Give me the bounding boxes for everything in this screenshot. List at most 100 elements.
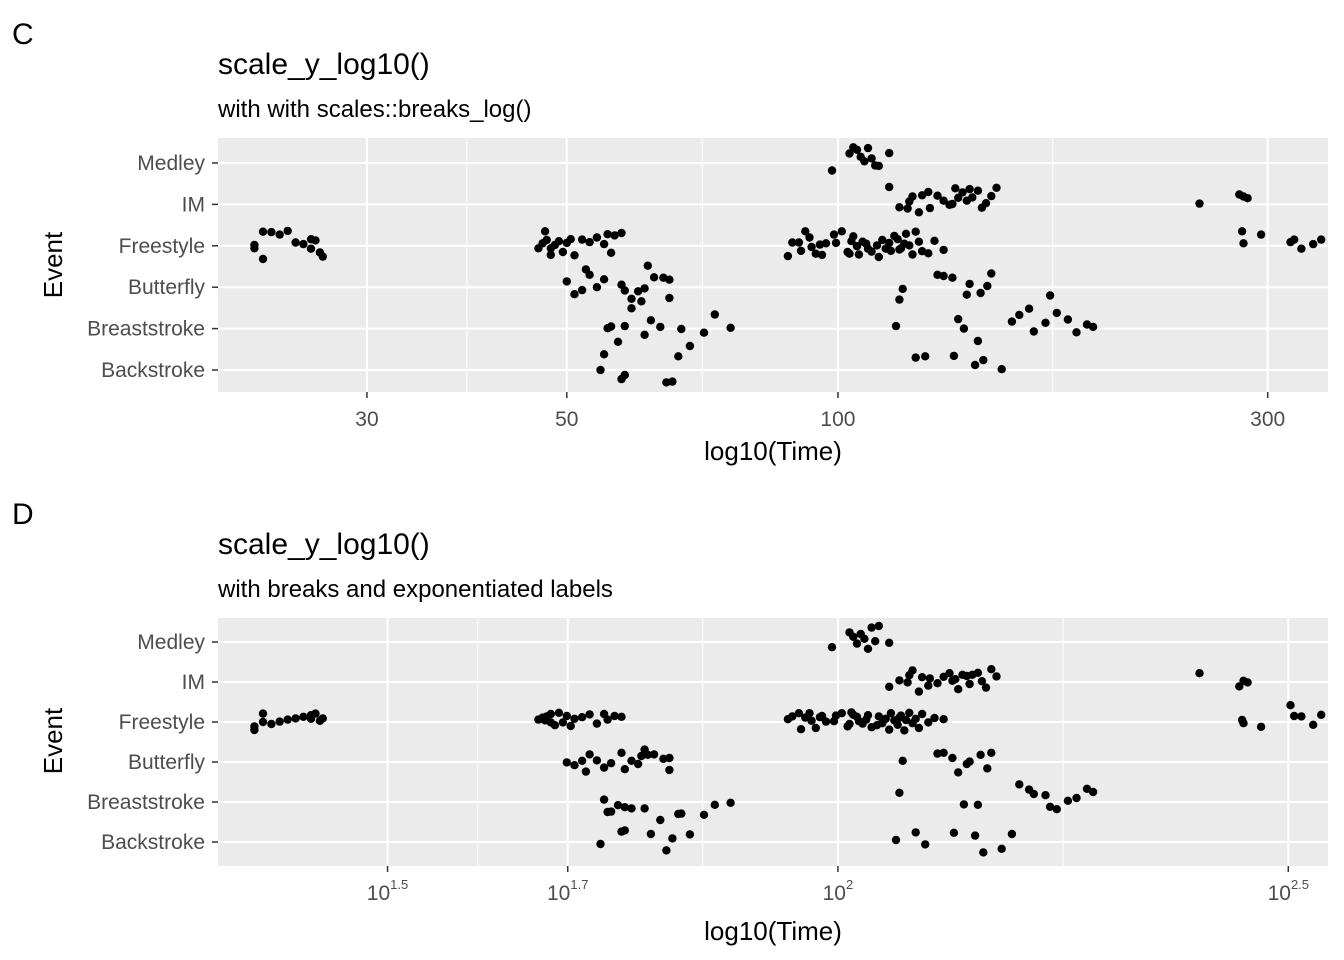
data-point xyxy=(987,748,996,757)
data-point xyxy=(566,235,575,244)
data-point xyxy=(1088,322,1098,332)
data-point xyxy=(646,829,656,839)
data-point xyxy=(821,239,831,248)
data-point xyxy=(643,261,652,270)
data-point xyxy=(291,238,300,247)
data-point xyxy=(863,711,873,720)
data-point xyxy=(924,249,933,258)
data-point xyxy=(1290,711,1299,721)
data-point xyxy=(674,352,683,361)
data-point xyxy=(898,284,907,294)
data-point xyxy=(968,193,977,202)
data-point xyxy=(965,679,974,689)
data-point xyxy=(817,250,827,260)
data-point xyxy=(291,714,300,723)
data-point xyxy=(951,675,960,684)
data-point xyxy=(685,830,695,839)
data-point xyxy=(665,765,674,775)
y-tick-label: Medley xyxy=(137,152,205,175)
data-point xyxy=(1309,720,1318,729)
data-point xyxy=(699,810,709,819)
data-point xyxy=(895,295,904,304)
data-point xyxy=(885,182,894,192)
data-point xyxy=(939,715,948,724)
data-point xyxy=(318,714,327,723)
data-point xyxy=(318,252,327,261)
data-point xyxy=(901,715,911,725)
data-point xyxy=(794,238,804,247)
data-point xyxy=(1317,235,1326,244)
data-point xyxy=(275,230,284,239)
data-point xyxy=(845,149,854,158)
data-point xyxy=(852,639,862,648)
data-point xyxy=(886,246,896,255)
data-point xyxy=(540,227,550,236)
data-point xyxy=(596,365,605,375)
data-point xyxy=(997,365,1006,374)
major-gridlines xyxy=(218,138,1328,392)
data-point xyxy=(649,273,659,282)
data-point xyxy=(911,227,920,236)
data-point xyxy=(1239,239,1248,248)
data-point xyxy=(617,228,626,238)
y-tick-label: Butterfly xyxy=(128,276,206,299)
data-point xyxy=(1195,199,1204,208)
data-point xyxy=(867,623,876,632)
data-point xyxy=(1243,678,1252,687)
data-point xyxy=(965,757,974,766)
data-point xyxy=(805,709,814,718)
data-point xyxy=(900,726,909,735)
data-point xyxy=(872,241,882,250)
x-tick-label: 50 xyxy=(555,408,578,431)
panel-c: C scale_y_log10() with with scales::brea… xyxy=(12,18,1328,466)
major-gridlines xyxy=(218,618,1328,866)
data-point xyxy=(893,720,902,729)
chart-title: scale_y_log10() xyxy=(218,48,430,81)
data-point xyxy=(885,148,894,158)
data-point xyxy=(852,145,862,154)
data-point xyxy=(640,330,649,339)
data-point xyxy=(921,352,930,361)
data-point xyxy=(643,750,652,759)
data-point xyxy=(606,759,616,768)
data-point xyxy=(620,286,629,295)
data-point xyxy=(610,711,619,721)
data-point xyxy=(599,763,609,772)
data-point xyxy=(893,235,902,244)
data-point xyxy=(627,756,636,765)
data-point xyxy=(599,795,609,804)
data-point xyxy=(885,725,894,734)
data-point xyxy=(606,248,616,257)
data-point xyxy=(613,801,623,810)
data-point xyxy=(596,839,605,849)
data-point xyxy=(973,800,983,809)
data-point xyxy=(895,788,904,797)
data-point xyxy=(620,370,629,380)
data-point xyxy=(617,712,626,721)
data-point xyxy=(1045,802,1055,811)
data-point xyxy=(951,184,960,193)
data-point xyxy=(627,294,636,303)
data-point xyxy=(827,643,837,652)
data-point xyxy=(267,719,276,729)
data-point xyxy=(637,297,646,306)
data-point xyxy=(577,285,587,295)
data-point xyxy=(905,708,914,717)
data-point xyxy=(699,328,709,337)
data-point xyxy=(554,708,564,717)
data-point xyxy=(874,252,883,262)
data-point xyxy=(987,665,996,674)
data-point xyxy=(933,749,942,758)
data-point xyxy=(603,230,612,239)
x-tick-label: 30 xyxy=(355,408,378,431)
data-point xyxy=(783,251,793,261)
data-point xyxy=(911,714,920,723)
data-point xyxy=(570,251,579,260)
data-point xyxy=(970,360,980,370)
data-point xyxy=(566,721,575,731)
data-point xyxy=(258,709,268,718)
data-point xyxy=(885,238,894,248)
data-point xyxy=(827,166,837,175)
plot-background xyxy=(218,618,1328,866)
data-point xyxy=(917,673,927,682)
